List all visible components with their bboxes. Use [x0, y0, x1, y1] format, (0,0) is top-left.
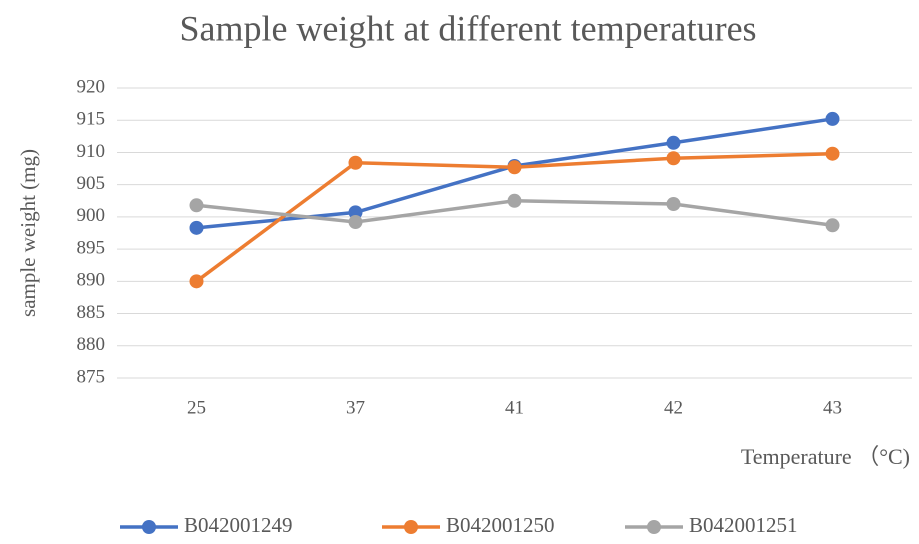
x-axis-label: Temperature （°C)	[741, 444, 910, 469]
x-tick-label: 42	[664, 397, 683, 418]
y-tick-label: 910	[77, 141, 106, 162]
y-tick-label: 890	[77, 270, 106, 291]
data-point	[825, 218, 840, 233]
data-point	[189, 198, 204, 213]
data-point	[825, 146, 840, 161]
data-point	[507, 160, 522, 175]
data-point	[507, 193, 522, 208]
legend-label: B042001251	[689, 513, 798, 537]
data-point	[348, 215, 363, 230]
data-point	[189, 274, 204, 289]
data-point	[189, 220, 204, 235]
y-tick-label: 915	[77, 109, 106, 130]
y-tick-label: 905	[77, 173, 106, 194]
y-tick-label: 875	[77, 366, 106, 387]
data-point	[825, 111, 840, 126]
chart-title: Sample weight at different temperatures	[179, 8, 756, 48]
x-tick-label: 25	[187, 397, 206, 418]
data-point	[666, 151, 681, 166]
data-point	[666, 135, 681, 150]
x-tick-label: 41	[505, 397, 524, 418]
y-tick-label: 900	[77, 205, 106, 226]
y-tick-label: 920	[77, 76, 106, 97]
y-tick-label: 895	[77, 237, 106, 258]
legend-marker	[647, 520, 661, 534]
data-point	[666, 197, 681, 211]
x-tick-label: 37	[346, 397, 365, 418]
y-tick-label: 885	[77, 302, 106, 323]
legend-marker	[404, 520, 418, 534]
x-tick-label: 43	[823, 397, 842, 418]
y-axis-label: sample weight (mg)	[16, 149, 40, 317]
data-point	[348, 155, 363, 170]
legend-marker	[142, 520, 156, 534]
legend-label: B042001250	[446, 513, 555, 537]
data-point	[348, 205, 363, 220]
legend-label: B042001249	[184, 513, 293, 537]
y-tick-label: 880	[77, 334, 106, 355]
